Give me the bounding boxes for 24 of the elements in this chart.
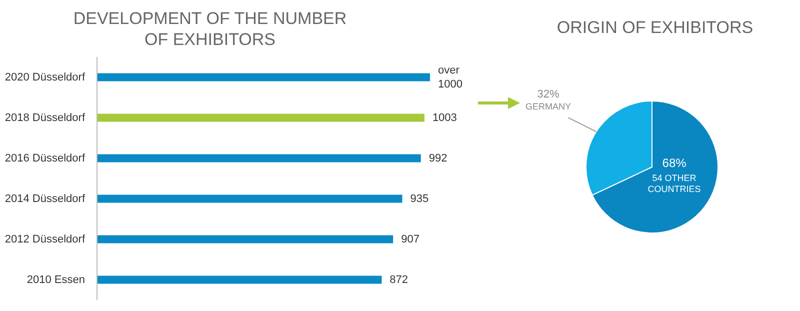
bar	[97, 235, 394, 244]
y-tick-label: 2012 Düsseldorf	[4, 233, 86, 246]
bar	[97, 276, 382, 284]
chart-title: ORIGIN OF EXHIBITORS	[556, 18, 754, 38]
slice-label: 54 OTHER COUNTRIES	[648, 173, 701, 194]
y-tick-label: 2016 Düsseldorf	[4, 152, 86, 164]
data-label: 935	[410, 192, 429, 205]
bar	[97, 73, 430, 82]
data-label: 1003	[432, 112, 457, 124]
slice-label: GERMANY	[526, 102, 572, 112]
y-tick-label: 2010 Essen	[26, 274, 85, 286]
bar	[97, 154, 421, 162]
data-label: 872	[390, 274, 408, 286]
chart-title: DEVELOPMENT OF THE NUMBER OF EXHIBITORS	[72, 8, 348, 50]
y-tick-label: 2018 Düsseldorf	[4, 112, 86, 124]
data-label: 32%	[537, 88, 560, 101]
y-tick-label: 2014 Düsseldorf	[4, 192, 86, 205]
data-label: over 1000	[438, 64, 462, 90]
data-label: 907	[401, 233, 420, 246]
bar	[97, 194, 402, 203]
data-label: 992	[428, 152, 448, 164]
bar	[97, 114, 424, 122]
data-label: 68%	[662, 156, 687, 170]
y-tick-label: 2020 Düsseldorf	[4, 71, 86, 84]
